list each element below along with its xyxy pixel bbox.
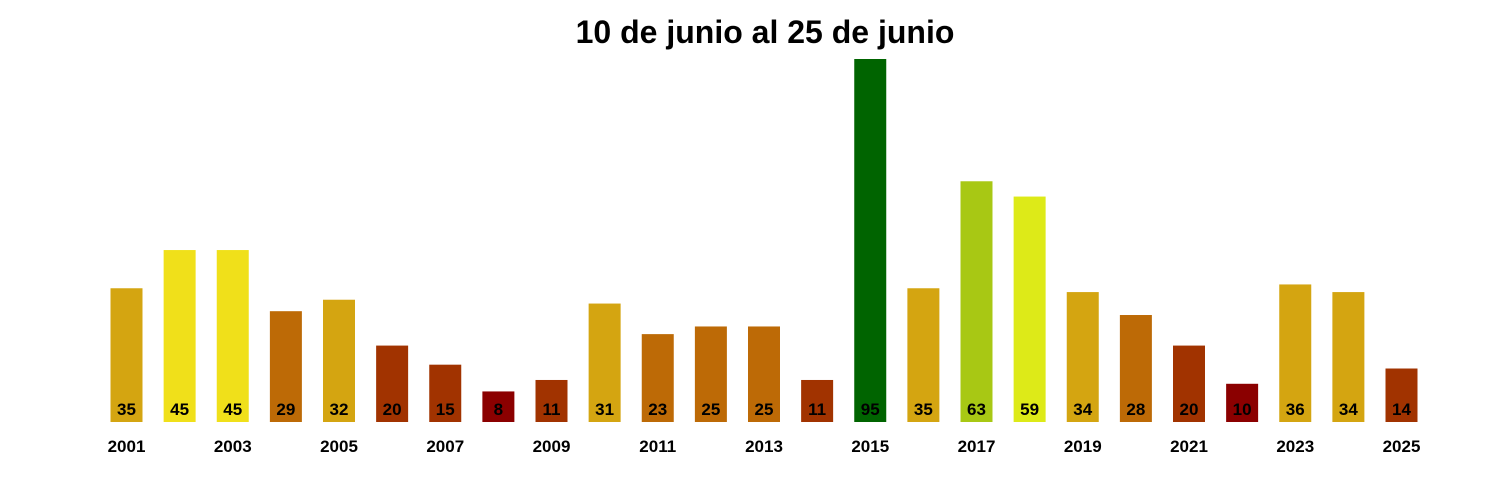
bar-2008 xyxy=(482,391,515,422)
bar-2009 xyxy=(535,379,568,422)
x-tick-label-2011: 2011 xyxy=(639,437,676,456)
value-label-2004: 29 xyxy=(276,400,295,419)
x-tick-label-2009: 2009 xyxy=(533,437,571,456)
bar-2010 xyxy=(588,303,621,422)
value-label-2024: 34 xyxy=(1339,400,1358,419)
bar-2017 xyxy=(960,181,993,422)
bar-2019 xyxy=(1066,292,1099,422)
value-label-2001: 35 xyxy=(117,400,136,419)
value-label-2013: 25 xyxy=(755,400,774,419)
bar-2023 xyxy=(1279,284,1312,422)
bar-2018 xyxy=(1013,196,1046,422)
bar-2025 xyxy=(1385,368,1418,422)
value-label-2014: 11 xyxy=(808,400,826,419)
bar-2014 xyxy=(801,379,834,422)
value-label-2018: 59 xyxy=(1020,400,1039,419)
value-label-2003: 45 xyxy=(223,400,242,419)
value-label-2020: 28 xyxy=(1126,400,1145,419)
value-label-2015: 95 xyxy=(861,400,880,419)
bar-2007 xyxy=(429,364,462,422)
bar-2011 xyxy=(641,334,674,422)
bar-2002 xyxy=(163,250,196,422)
bars-group xyxy=(110,59,1418,422)
x-tick-label-2005: 2005 xyxy=(320,437,358,456)
bar-2016 xyxy=(907,288,940,422)
value-label-2022: 10 xyxy=(1233,400,1252,419)
x-tick-label-2015: 2015 xyxy=(851,437,889,456)
bar-2021 xyxy=(1173,345,1205,422)
bar-2005 xyxy=(323,299,355,422)
x-tick-label-2021: 2021 xyxy=(1170,437,1208,456)
x-tick-label-2003: 2003 xyxy=(214,437,252,456)
bar-2022 xyxy=(1226,383,1259,422)
bar-2013 xyxy=(748,326,780,422)
x-tick-label-2019: 2019 xyxy=(1064,437,1102,456)
bar-2003 xyxy=(216,250,249,422)
x-tick-label-2017: 2017 xyxy=(958,437,996,456)
value-label-2008: 8 xyxy=(494,400,503,419)
value-label-2009: 11 xyxy=(543,400,561,419)
value-label-2007: 15 xyxy=(436,400,455,419)
value-label-2025: 14 xyxy=(1392,400,1411,419)
value-label-2002: 45 xyxy=(170,400,189,419)
value-label-2017: 63 xyxy=(967,400,986,419)
chart-title: 10 de junio al 25 de junio xyxy=(576,14,955,50)
bar-2020 xyxy=(1119,315,1152,422)
value-label-2011: 23 xyxy=(648,400,667,419)
bar-2024 xyxy=(1332,292,1365,422)
x-tick-label-2001: 2001 xyxy=(108,437,146,456)
bar-2015 xyxy=(854,59,887,422)
bar-2001 xyxy=(110,288,143,422)
value-label-2021: 20 xyxy=(1180,400,1199,419)
value-label-2010: 31 xyxy=(595,400,614,419)
value-label-2023: 36 xyxy=(1286,400,1305,419)
x-tick-label-2023: 2023 xyxy=(1276,437,1314,456)
bar-2004 xyxy=(269,311,302,422)
value-label-2005: 32 xyxy=(330,400,349,419)
x-tick-label-2025: 2025 xyxy=(1383,437,1421,456)
value-label-2012: 25 xyxy=(701,400,720,419)
value-label-2019: 34 xyxy=(1073,400,1092,419)
value-label-2006: 20 xyxy=(383,400,402,419)
bar-2012 xyxy=(694,326,727,422)
x-tick-label-2007: 2007 xyxy=(426,437,464,456)
x-tick-label-2013: 2013 xyxy=(745,437,783,456)
value-labels-group: 35 45 45 29 32 20 15 8 11 31 23 25 25 11 95 35 63 59 34 28 2… xyxy=(117,400,1411,419)
bar-2006 xyxy=(376,345,409,422)
x-tick-labels-group: 2001 2003 2005 2007 2009 2011 2013 2015 2017 2019… xyxy=(108,437,1421,456)
value-label-2016: 35 xyxy=(914,400,933,419)
